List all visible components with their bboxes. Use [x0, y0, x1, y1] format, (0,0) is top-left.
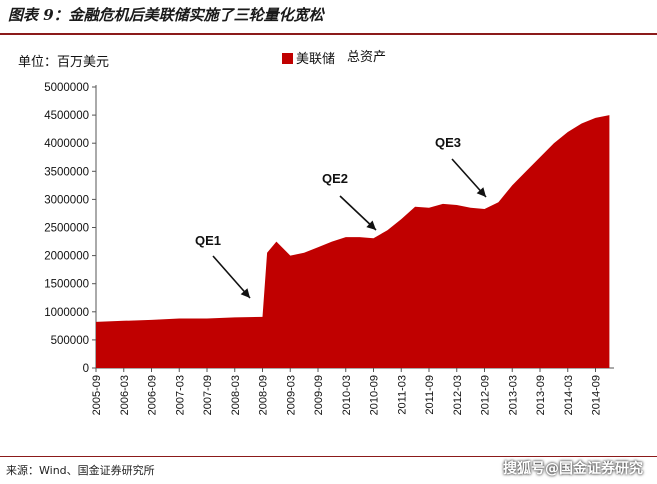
- x-tick-label: 2009-03: [285, 375, 297, 415]
- x-tick-label: 2013-09: [535, 375, 547, 415]
- annotation-qe2: QE2: [322, 171, 348, 186]
- x-tick-label: 2011-09: [424, 375, 436, 415]
- y-tick-label: 4000000: [44, 138, 89, 150]
- y-tick-label: 1000000: [44, 307, 89, 319]
- annotation-arrow-head: [366, 220, 376, 230]
- watermark: 搜狐号@国金证券研究: [503, 461, 643, 477]
- x-tick-label: 2005-09: [91, 375, 103, 415]
- annotation-arrow-line: [212, 255, 251, 299]
- x-tick-label: 2008-03: [230, 375, 242, 415]
- legend-swatch: [282, 53, 293, 64]
- x-tick-label: 2007-09: [202, 375, 214, 415]
- x-tick-label: 2008-09: [258, 375, 270, 415]
- top-rule: [0, 33, 657, 35]
- y-tick-label: 4500000: [44, 110, 89, 122]
- source-note: 来源：Wind、国金证券研究所: [6, 464, 155, 477]
- x-tick-label: 2006-09: [147, 375, 159, 415]
- y-tick-label: 3500000: [44, 166, 89, 178]
- x-tick-label: 2007-03: [174, 375, 186, 415]
- y-tick-label: 5000000: [44, 82, 89, 94]
- bottom-rule: [0, 456, 657, 457]
- series-area: [96, 115, 610, 368]
- x-tick-label: 2009-09: [313, 375, 325, 415]
- x-tick-label: 2010-03: [341, 375, 353, 415]
- annotation-qe3: QE3: [435, 135, 461, 150]
- x-tick-label: 2006-03: [119, 375, 131, 415]
- x-tick-label: 2011-03: [396, 375, 408, 415]
- y-tick-label: 0: [83, 363, 89, 375]
- y-tick-label: 3000000: [44, 194, 89, 206]
- legend-label: 总资产: [347, 50, 386, 65]
- y-tick-label: 1500000: [44, 279, 89, 291]
- x-tick-label: 2010-09: [369, 375, 381, 415]
- y-tick-label: 500000: [51, 335, 89, 347]
- x-tick-label: 2013-03: [507, 375, 519, 415]
- annotation-qe1: QE1: [195, 233, 221, 248]
- annotations: QE1 QE2 QE3: [195, 135, 487, 299]
- annotation-arrow-head: [476, 187, 486, 197]
- y-tick-label: 2000000: [44, 251, 89, 263]
- legend: 美联储 总资产: [282, 50, 386, 67]
- plot-area: [96, 115, 610, 368]
- tick-labels: 单位：百万美元 0 500000 1000000 1500000 2000000 25000…: [18, 55, 603, 415]
- y-tick-label: 2500000: [44, 223, 89, 235]
- figure-title: 图表 9：金融危机后美联储实施了三轮量化宽松: [8, 6, 324, 24]
- x-tick-label: 2014-03: [563, 375, 575, 415]
- x-tick-label: 2014-09: [591, 375, 603, 415]
- area-chart: 单位：百万美元 0 500000 1000000 1500000 2000000 25000…: [18, 50, 614, 415]
- unit-label: 单位：百万美元: [18, 55, 109, 70]
- legend-label-prefix: 美联储: [296, 52, 335, 67]
- annotation-arrow-head: [240, 288, 250, 298]
- x-tick-label: 2012-09: [480, 375, 492, 415]
- x-tick-label: 2012-03: [452, 375, 464, 415]
